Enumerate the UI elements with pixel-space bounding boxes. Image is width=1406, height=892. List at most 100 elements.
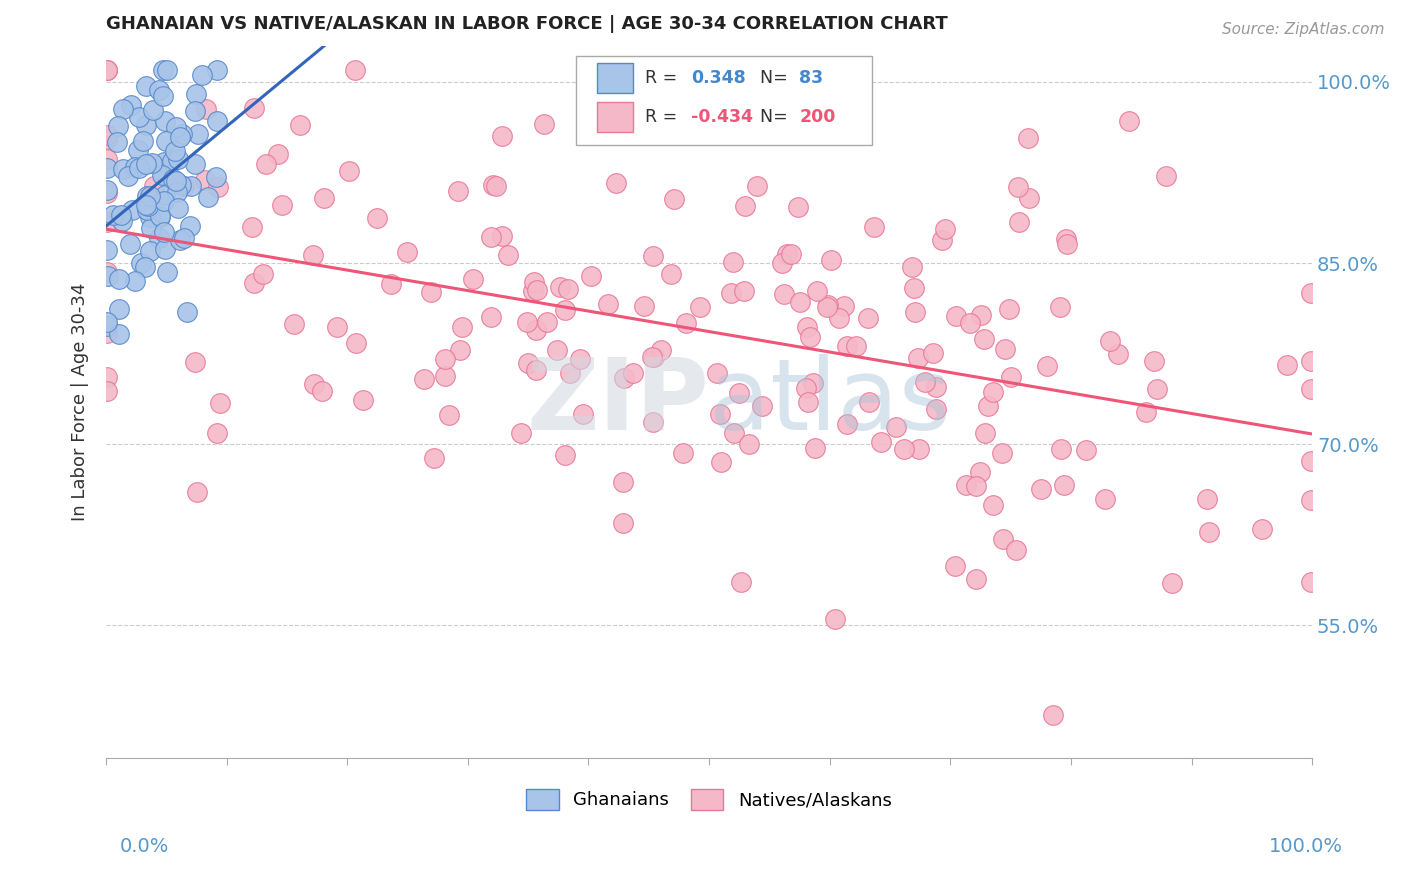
Point [1195,492,1218,507]
Text: -0.434: -0.434 [690,108,754,126]
Point [165,144,187,158]
Point [142,103,165,117]
Point [1036,359,1059,374]
Point [1007,180,1029,194]
Point [1074,442,1097,457]
Point [605,177,627,191]
Point [1042,707,1064,722]
Point [526,283,548,297]
Point [96,215,118,229]
Point [205,114,228,128]
Point [337,163,360,178]
Point [596,297,619,311]
Point [789,295,811,310]
Point [1135,405,1157,419]
Point [931,233,953,247]
Point [621,366,644,380]
Point [191,69,214,83]
Point [977,399,1000,413]
Point [184,104,207,119]
Point [786,200,808,214]
Point [208,396,231,410]
Point [571,408,593,422]
Text: atlas: atlas [709,353,950,450]
Point [763,119,786,133]
Point [112,162,135,177]
Point [970,308,993,322]
Point [1251,522,1274,536]
Point [344,335,367,350]
Point [672,446,695,460]
Point [981,384,1004,399]
Point [710,455,733,469]
Point [536,315,558,329]
Point [156,62,179,77]
Point [884,420,907,434]
FancyBboxPatch shape [596,62,633,93]
Point [613,371,636,385]
Point [447,184,470,198]
Point [817,298,839,312]
Point [162,154,184,169]
Point [1056,236,1078,251]
Point [827,311,849,326]
Point [775,247,797,261]
Point [172,127,194,141]
Point [96,183,118,197]
Point [463,272,485,286]
Point [254,157,277,171]
Point [1299,286,1322,301]
Point [1154,169,1177,183]
Point [101,208,124,222]
Point [491,229,513,244]
Point [252,267,274,281]
Point [973,333,995,347]
Point [207,62,229,77]
Point [112,102,135,116]
Point [243,101,266,115]
Point [271,198,294,212]
Point [128,110,150,124]
Point [179,219,201,233]
Point [479,229,502,244]
Point [193,173,215,187]
Point [845,339,868,353]
Point [1053,478,1076,492]
Point [149,209,172,223]
Point [837,339,859,353]
Point [1299,574,1322,589]
Point [433,369,456,384]
Point [184,87,207,101]
Point [1008,215,1031,229]
Point [863,220,886,235]
Point [111,214,134,228]
Point [283,317,305,331]
Point [173,230,195,244]
Point [155,134,177,148]
Point [533,117,555,131]
Point [804,441,827,455]
Point [675,316,697,330]
Point [1004,543,1026,558]
Point [554,448,576,462]
Text: 0.0%: 0.0% [120,837,169,855]
Point [127,143,149,157]
Point [96,62,118,77]
Point [152,167,174,181]
Point [107,326,129,341]
Point [139,189,162,203]
Point [965,479,987,493]
Point [664,192,686,206]
Point [165,174,187,188]
Point [162,171,184,186]
Point [720,286,742,301]
Point [772,287,794,301]
Point [728,385,751,400]
Point [124,160,146,174]
Point [134,260,156,274]
Point [973,426,995,441]
Point [709,407,731,421]
Point [207,180,229,194]
Point [650,343,672,357]
Point [135,198,157,212]
